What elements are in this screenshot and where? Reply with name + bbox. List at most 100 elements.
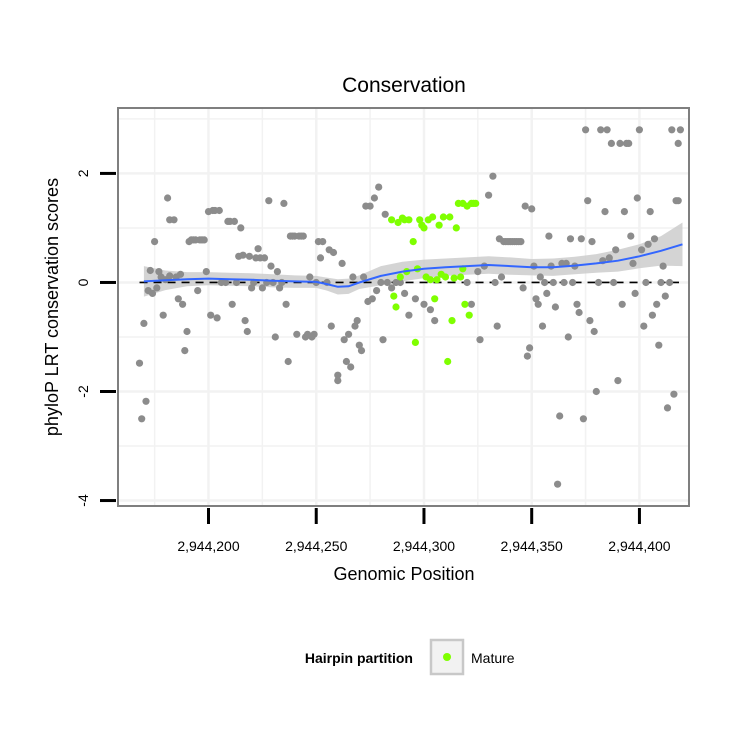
- point-other: [282, 300, 290, 308]
- point-mature: [452, 224, 460, 232]
- point-other: [577, 235, 585, 243]
- point-other: [310, 330, 318, 338]
- point-other: [377, 278, 385, 287]
- point-other: [603, 126, 611, 134]
- point-other: [588, 238, 596, 246]
- y-tick-label: -2: [75, 385, 91, 398]
- point-other: [200, 236, 208, 244]
- point-other: [153, 284, 161, 292]
- confidence-band: [143, 222, 683, 297]
- y-axis: -4 -2 0 2: [75, 169, 116, 507]
- point-mature: [429, 213, 437, 221]
- point-other: [635, 126, 644, 134]
- point-other: [612, 246, 620, 254]
- point-other: [334, 377, 342, 385]
- point-other: [521, 202, 529, 210]
- point-other: [582, 126, 590, 134]
- point-other: [526, 344, 534, 352]
- point-other: [327, 322, 335, 330]
- point-other: [554, 480, 562, 488]
- point-other: [140, 319, 148, 327]
- point-other: [474, 268, 482, 276]
- point-other: [383, 278, 391, 287]
- point-other: [135, 359, 144, 367]
- point-other: [258, 284, 266, 292]
- x-axis-label: Genomic Position: [333, 564, 474, 584]
- point-other: [170, 216, 178, 224]
- point-other: [476, 336, 484, 344]
- legend-label-mature: Mature: [471, 650, 515, 666]
- point-other: [590, 327, 598, 336]
- point-other: [648, 311, 657, 319]
- y-tick-label: 2: [75, 169, 91, 177]
- point-other: [338, 259, 346, 267]
- point-other: [215, 206, 223, 215]
- point-other: [551, 303, 560, 311]
- smooth-line: [143, 243, 683, 288]
- point-other: [523, 352, 532, 360]
- point-other: [575, 308, 583, 317]
- point-mature: [394, 218, 402, 227]
- point-other: [467, 300, 475, 308]
- point-mature: [472, 199, 480, 207]
- point-other: [375, 183, 383, 191]
- point-other: [538, 322, 547, 330]
- point-other: [517, 238, 525, 246]
- point-other: [633, 194, 641, 202]
- point-other: [241, 317, 249, 325]
- point-other: [674, 139, 682, 147]
- point-mature: [411, 338, 419, 346]
- confidence-band-area: [143, 222, 683, 297]
- point-other: [355, 341, 363, 349]
- point-mature: [457, 273, 465, 281]
- point-other: [519, 284, 527, 292]
- plot-border: [117, 107, 690, 507]
- point-other: [556, 412, 564, 420]
- point-other: [213, 314, 221, 322]
- point-other: [349, 273, 357, 281]
- point-other: [584, 197, 592, 205]
- point-other: [230, 217, 238, 225]
- point-other: [543, 289, 551, 297]
- point-mature: [448, 317, 456, 325]
- point-other: [342, 357, 350, 366]
- point-other: [592, 387, 600, 396]
- point-other: [541, 278, 549, 287]
- point-mature: [435, 221, 443, 229]
- point-other: [564, 333, 572, 341]
- point-other: [497, 273, 506, 281]
- point-mature: [450, 274, 458, 282]
- data-points: [135, 126, 685, 488]
- point-mature: [446, 213, 454, 221]
- point-other: [640, 322, 648, 330]
- point-other: [489, 172, 497, 180]
- point-mature: [392, 303, 400, 311]
- point-other: [569, 278, 577, 287]
- point-other: [668, 126, 676, 134]
- point-other: [276, 284, 284, 292]
- point-other: [629, 259, 637, 267]
- legend-title: Hairpin partition: [305, 650, 413, 666]
- point-other: [579, 415, 588, 423]
- point-other: [597, 126, 605, 134]
- point-other: [254, 245, 262, 253]
- point-other: [388, 284, 396, 292]
- legend: Hairpin partition Mature: [305, 638, 515, 676]
- point-other: [299, 232, 307, 240]
- point-other: [181, 347, 189, 355]
- point-other: [345, 330, 353, 338]
- x-tick-label: 2,944,350: [501, 538, 563, 554]
- point-other: [373, 287, 381, 295]
- point-other: [245, 252, 253, 260]
- point-other: [319, 238, 327, 246]
- point-other: [534, 300, 542, 308]
- point-other: [207, 311, 215, 319]
- point-mature: [441, 273, 450, 281]
- point-other: [426, 306, 434, 314]
- point-other: [194, 287, 202, 295]
- point-other: [631, 289, 639, 297]
- point-other: [248, 284, 256, 292]
- point-other: [357, 347, 366, 355]
- point-other: [155, 268, 163, 276]
